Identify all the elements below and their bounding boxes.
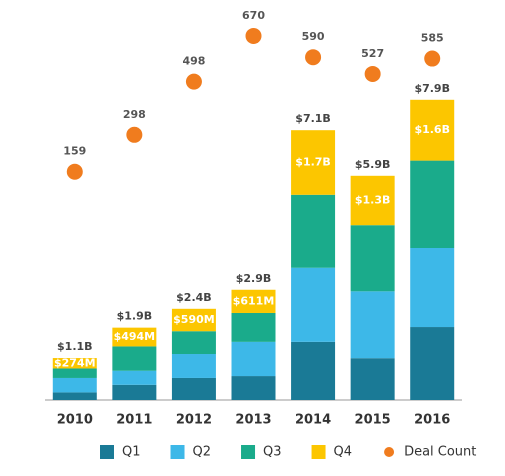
bar-segment bbox=[231, 312, 276, 342]
bar-segment bbox=[171, 354, 216, 378]
legend-label: Q2 bbox=[193, 445, 212, 460]
deal-label: 590 bbox=[302, 30, 325, 43]
segment-label: $611M bbox=[233, 294, 275, 307]
bar-segment bbox=[231, 376, 276, 400]
bar-segment bbox=[112, 384, 157, 400]
segment-label: $274M bbox=[54, 356, 96, 369]
x-tick-label: 2014 bbox=[295, 413, 331, 428]
segment-label: $1.6B bbox=[414, 123, 450, 136]
legend-swatch bbox=[311, 445, 326, 459]
bar-segment bbox=[410, 248, 455, 328]
x-tick-label: 2016 bbox=[414, 413, 450, 428]
deal-dot bbox=[305, 49, 322, 66]
legend-swatch bbox=[241, 445, 256, 459]
bar-segment bbox=[410, 99, 455, 161]
deal-dot bbox=[66, 163, 83, 180]
bar-segment bbox=[52, 377, 97, 393]
deal-label: 159 bbox=[63, 145, 86, 158]
bar-segment bbox=[52, 368, 97, 378]
legend-swatch bbox=[100, 445, 114, 459]
deal-label: 527 bbox=[361, 47, 384, 60]
bar-segment bbox=[231, 341, 276, 377]
x-tick-label: 2011 bbox=[116, 413, 152, 428]
total-label: $2.4B bbox=[176, 291, 212, 304]
bar-segment bbox=[171, 331, 216, 355]
bar-segment bbox=[291, 341, 336, 400]
bar-segment bbox=[112, 346, 157, 371]
legend-label: Q3 bbox=[263, 445, 282, 460]
bar-segment bbox=[112, 370, 157, 385]
deal-dot bbox=[424, 50, 441, 67]
segment-label: $494M bbox=[114, 330, 156, 343]
bar-segment bbox=[52, 358, 97, 369]
legend-label: Q1 bbox=[122, 445, 141, 460]
x-tick-label: 2015 bbox=[355, 413, 391, 428]
deal-label: 585 bbox=[421, 32, 444, 45]
bar-segment bbox=[112, 327, 157, 347]
bar-segment bbox=[171, 377, 216, 400]
bar-segment bbox=[350, 225, 395, 292]
bar-segment bbox=[291, 267, 336, 342]
total-label: $1.1B bbox=[57, 340, 93, 353]
bar-segment bbox=[350, 175, 395, 226]
total-label: $7.9B bbox=[414, 82, 450, 95]
legend-label: Q4 bbox=[334, 445, 353, 460]
total-label: $1.9B bbox=[117, 310, 153, 323]
total-label: $7.1B bbox=[295, 112, 331, 125]
bar-segment bbox=[350, 358, 395, 400]
deal-label: 670 bbox=[242, 9, 265, 22]
deal-label: 298 bbox=[123, 108, 146, 121]
deal-dot bbox=[126, 126, 143, 143]
x-tick-label: 2013 bbox=[235, 413, 271, 428]
segment-label: $1.7B bbox=[295, 156, 331, 169]
bar-segment bbox=[291, 194, 336, 268]
bar-segment bbox=[350, 291, 395, 359]
x-tick-label: 2010 bbox=[57, 413, 93, 428]
legend-swatch bbox=[170, 445, 185, 459]
deal-dot bbox=[364, 65, 381, 82]
deal-label: 498 bbox=[182, 55, 205, 68]
segment-label: $1.3B bbox=[355, 194, 391, 207]
total-label: $2.9B bbox=[236, 272, 272, 285]
bar-segment bbox=[231, 289, 276, 313]
bar-segment bbox=[410, 327, 455, 400]
bar-segment bbox=[52, 392, 97, 400]
bar-segment bbox=[291, 130, 336, 195]
legend-label: Deal Count bbox=[404, 445, 476, 460]
total-label: $5.9B bbox=[355, 158, 391, 171]
x-tick-label: 2012 bbox=[176, 413, 212, 428]
bar-segment bbox=[410, 160, 455, 248]
deal-dot bbox=[245, 27, 262, 44]
legend-swatch bbox=[384, 447, 395, 457]
deal-dot bbox=[185, 73, 202, 90]
segment-label: $590M bbox=[173, 313, 215, 326]
bar-segment bbox=[171, 308, 216, 332]
